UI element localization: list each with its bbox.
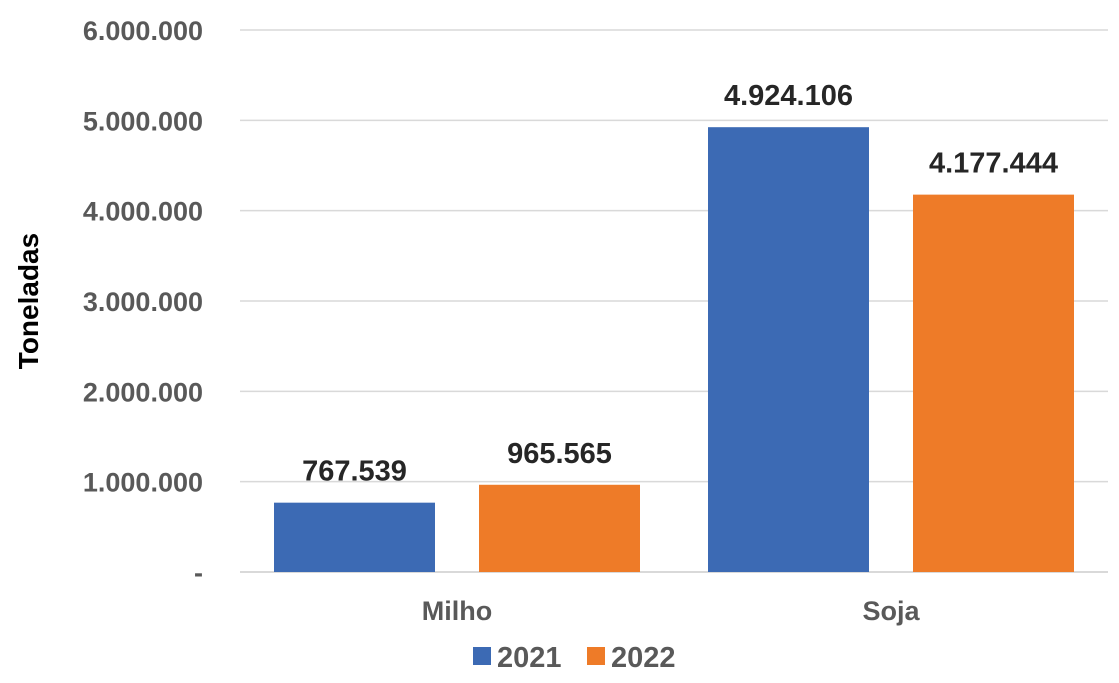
data-label: 4.924.106 — [724, 80, 853, 112]
data-label: 965.565 — [507, 438, 612, 470]
x-category-label: Milho — [422, 596, 492, 626]
legend-swatch — [587, 647, 605, 665]
y-tick-label: 2.000.000 — [83, 377, 203, 407]
x-axis-categories: Milho Soja — [422, 596, 921, 626]
legend-label: 2022 — [611, 642, 676, 674]
legend-swatch — [473, 647, 491, 665]
y-tick-label: 6.000.000 — [83, 16, 203, 46]
bar-soja-2022 — [913, 194, 1074, 572]
bars — [274, 127, 1074, 573]
data-label: 4.177.444 — [929, 148, 1058, 180]
y-axis-ticks: - 1.000.000 2.000.000 3.000.000 4.000.000 5.0… — [83, 16, 203, 588]
data-label: 767.539 — [302, 456, 407, 488]
bar-milho-2021 — [274, 502, 435, 572]
y-axis-label: Toneladas — [13, 233, 44, 369]
data-labels: 767.539 965.565 4.924.106 4.177.444 — [302, 80, 1058, 487]
gridlines — [240, 29, 1108, 573]
x-category-label: Soja — [862, 596, 920, 626]
legend: 2021 2022 — [473, 642, 676, 674]
legend-label: 2021 — [497, 642, 562, 674]
y-tick-label: 3.000.000 — [83, 287, 203, 317]
y-tick-label: 1.000.000 — [83, 468, 203, 498]
y-tick-label: 5.000.000 — [83, 106, 203, 136]
y-tick-label: 4.000.000 — [83, 197, 203, 227]
bar-soja-2021 — [708, 127, 869, 573]
bar-milho-2022 — [479, 484, 640, 572]
y-tick-label: - — [194, 558, 203, 588]
